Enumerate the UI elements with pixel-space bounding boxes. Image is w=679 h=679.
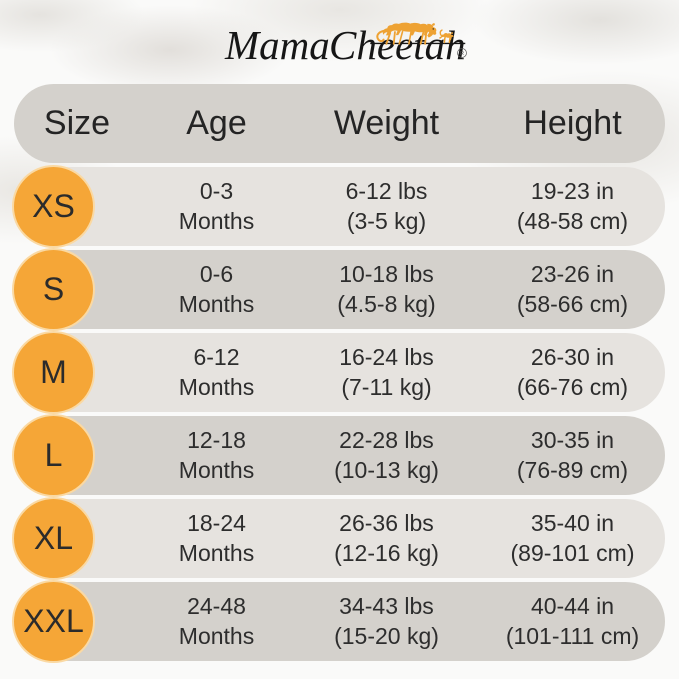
- svg-text:R: R: [460, 51, 464, 57]
- svg-text:Mama: Mama: [224, 22, 330, 68]
